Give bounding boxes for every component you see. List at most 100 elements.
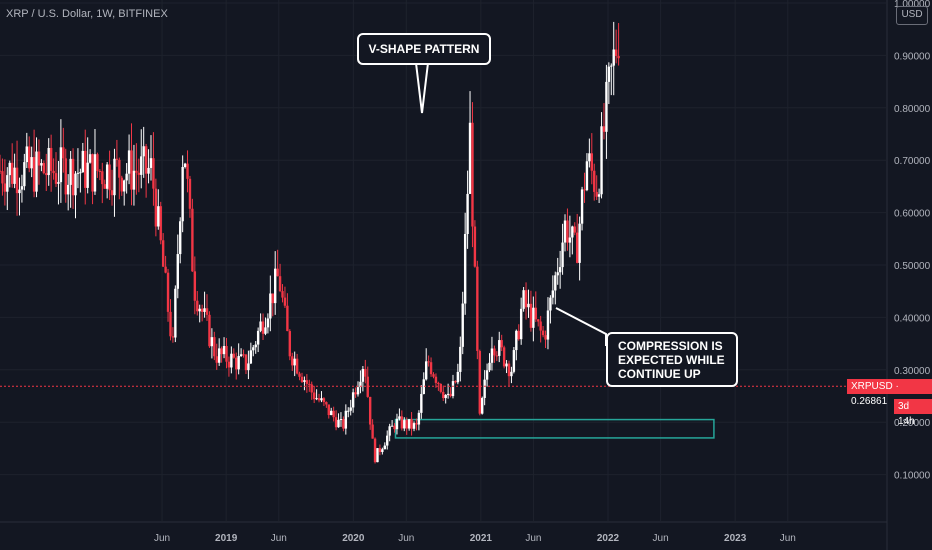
candle-body: [544, 335, 547, 340]
candle-body: [220, 348, 223, 355]
candle-body: [325, 402, 328, 405]
candle-body: [312, 392, 316, 400]
candle-body: [198, 308, 201, 312]
candle-body: [169, 311, 172, 337]
currency-label[interactable]: USD: [896, 6, 928, 25]
candle-body: [232, 353, 235, 358]
candle-body: [210, 337, 214, 347]
candle-body: [361, 369, 365, 382]
candle-body: [351, 392, 355, 408]
compression-callout: COMPRESSION IS EXPECTED WHILE CONTINUE U…: [606, 332, 738, 387]
candle-body: [179, 221, 182, 255]
candle-body: [132, 170, 136, 190]
candle-body: [88, 154, 92, 163]
compression-line-1: COMPRESSION IS: [618, 339, 723, 353]
y-tick-label: 0.40000: [894, 313, 931, 324]
candle-body: [62, 147, 65, 159]
candle-body: [149, 158, 153, 168]
candle-body: [86, 162, 89, 188]
candle-body: [291, 356, 294, 366]
candle-body: [481, 397, 484, 414]
candle-body: [505, 363, 508, 367]
candle-body: [222, 345, 226, 355]
candle-body: [125, 173, 128, 181]
candle-body: [588, 153, 591, 162]
candle-body: [585, 161, 589, 191]
candle-body: [181, 166, 184, 222]
x-tick-label: Jun: [525, 533, 541, 544]
candle-body: [183, 163, 187, 167]
candle-body: [37, 151, 41, 166]
x-tick-label: Jun: [154, 533, 170, 544]
candle-body: [30, 157, 33, 169]
candle-body: [400, 416, 404, 429]
candle-body: [166, 272, 170, 312]
candle-body: [610, 65, 613, 67]
candle-body: [485, 370, 489, 380]
candle-body: [410, 419, 413, 429]
candle-body: [174, 288, 177, 338]
candle-body: [164, 266, 167, 273]
candle-body: [278, 276, 282, 292]
candle-body: [395, 418, 399, 430]
x-tick-label: 2020: [342, 533, 365, 544]
candle-body: [573, 226, 576, 233]
candle-body: [13, 167, 16, 184]
candle-body: [193, 271, 197, 301]
candle-body: [203, 308, 206, 312]
candle-body: [427, 361, 430, 363]
candle-body: [580, 189, 584, 224]
last-price-tag: XRPUSD · 0.26861: [847, 379, 932, 407]
candle-body: [612, 49, 615, 66]
candle-body: [57, 182, 60, 184]
candle-body: [381, 449, 384, 453]
candle-body: [590, 153, 594, 171]
candle-body: [127, 150, 131, 174]
candle-body: [607, 66, 611, 82]
candle-body: [176, 254, 179, 289]
candle-body: [308, 383, 311, 385]
candle-body: [49, 147, 53, 171]
compression-line-2: EXPECTED WHILE: [618, 353, 725, 367]
candle-body: [188, 178, 192, 209]
candle-body: [327, 404, 330, 416]
candle-body: [71, 158, 75, 196]
candle-body: [524, 290, 528, 308]
candle-body: [537, 319, 540, 322]
time-axis[interactable]: Jun 2019 Jun 2020 Jun 2021 Jun 2022 Jun 2023 Jun: [154, 533, 796, 544]
candle-body: [359, 381, 362, 388]
candle-body: [561, 242, 564, 268]
candle-body: [64, 158, 67, 195]
candle-body: [269, 293, 272, 319]
candle-body: [442, 391, 445, 399]
candle-body: [602, 126, 606, 132]
candle-body: [303, 380, 306, 382]
y-tick-label: 0.20000: [894, 418, 931, 429]
candle-body: [337, 419, 340, 428]
candle-body: [412, 423, 416, 429]
candle-body: [539, 321, 542, 331]
candle-body: [444, 394, 447, 399]
candle-body: [154, 188, 158, 227]
price-axis[interactable]: 0.10000 0.20000 0.30000 0.40000 0.50000 0.600…: [894, 0, 931, 482]
candle-body: [10, 162, 14, 184]
candle-body: [383, 445, 386, 450]
x-tick-label: Jun: [653, 533, 669, 544]
symbol-legend[interactable]: XRP / U.S. Dollar, 1W, BITFINEX: [6, 8, 168, 20]
candle-body: [558, 267, 562, 273]
candle-body: [118, 159, 121, 178]
candle-body: [322, 398, 326, 403]
x-tick-label: 2022: [597, 533, 620, 544]
y-tick-label: 0.50000: [894, 261, 931, 272]
candle-body: [466, 193, 469, 234]
candle-body: [235, 357, 238, 370]
candle-body: [32, 157, 36, 192]
candle-body: [142, 146, 145, 157]
candle-body: [227, 361, 231, 368]
candle-body: [439, 383, 443, 392]
x-tick-label: Jun: [398, 533, 414, 544]
candle-body: [568, 237, 572, 243]
candle-body: [293, 358, 296, 366]
candle-body: [449, 393, 452, 397]
